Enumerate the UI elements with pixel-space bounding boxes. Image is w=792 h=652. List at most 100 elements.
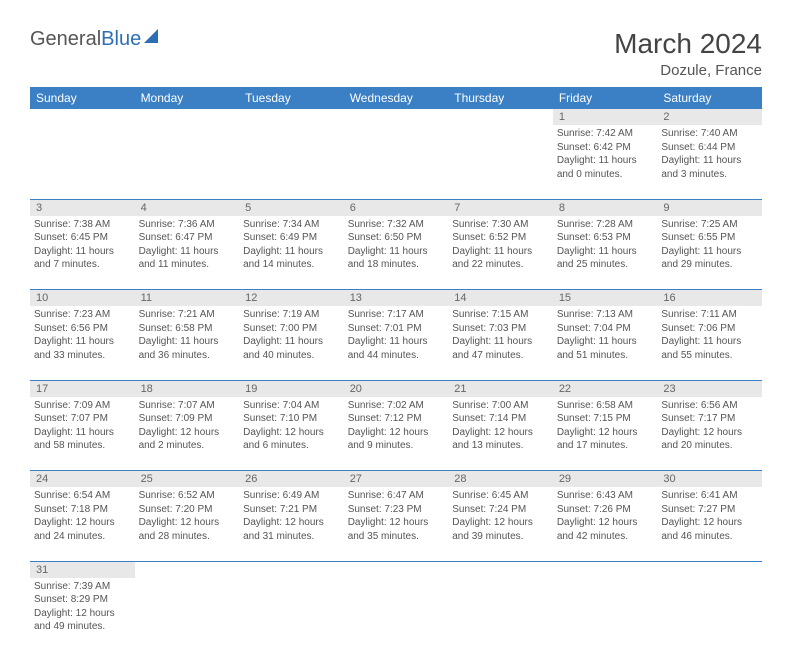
cell-line: Sunset: 6:52 PM bbox=[452, 231, 549, 245]
day-number-cell bbox=[448, 561, 553, 578]
cell-line: and 2 minutes. bbox=[139, 439, 236, 453]
cell-line: Sunset: 6:47 PM bbox=[139, 231, 236, 245]
day-cell: Sunrise: 6:49 AMSunset: 7:21 PMDaylight:… bbox=[239, 487, 344, 561]
cell-line: Daylight: 12 hours bbox=[34, 516, 131, 530]
cell-line: Sunrise: 6:47 AM bbox=[348, 489, 445, 503]
cell-line: Sunrise: 6:56 AM bbox=[661, 399, 758, 413]
day-cell: Sunrise: 7:42 AMSunset: 6:42 PMDaylight:… bbox=[553, 125, 658, 199]
cell-line: Sunrise: 7:42 AM bbox=[557, 127, 654, 141]
day-header: Friday bbox=[553, 87, 658, 109]
cell-line: and 22 minutes. bbox=[452, 258, 549, 272]
cell-line: Sunrise: 7:28 AM bbox=[557, 218, 654, 232]
cell-line: Sunset: 6:53 PM bbox=[557, 231, 654, 245]
cell-line: Sunrise: 7:07 AM bbox=[139, 399, 236, 413]
cell-line: Sunset: 6:50 PM bbox=[348, 231, 445, 245]
cell-line: and 20 minutes. bbox=[661, 439, 758, 453]
cell-line: Sunrise: 7:34 AM bbox=[243, 218, 340, 232]
cell-line: and 42 minutes. bbox=[557, 530, 654, 544]
day-number-cell: 9 bbox=[657, 199, 762, 216]
cell-line: Sunrise: 7:23 AM bbox=[34, 308, 131, 322]
cell-line: Sunrise: 6:49 AM bbox=[243, 489, 340, 503]
day-number-cell: 15 bbox=[553, 290, 658, 307]
day-number-cell: 25 bbox=[135, 471, 240, 488]
day-number-cell: 22 bbox=[553, 380, 658, 397]
day-cell: Sunrise: 6:41 AMSunset: 7:27 PMDaylight:… bbox=[657, 487, 762, 561]
day-number-cell: 3 bbox=[30, 199, 135, 216]
day-number-cell: 7 bbox=[448, 199, 553, 216]
cell-line: Daylight: 11 hours bbox=[557, 154, 654, 168]
location-label: Dozule, France bbox=[614, 62, 762, 79]
day-header: Thursday bbox=[448, 87, 553, 109]
day-number-cell: 30 bbox=[657, 471, 762, 488]
cell-line: Daylight: 12 hours bbox=[243, 426, 340, 440]
day-cell: Sunrise: 7:39 AMSunset: 8:29 PMDaylight:… bbox=[30, 578, 135, 652]
cell-line: Sunrise: 7:00 AM bbox=[452, 399, 549, 413]
cell-line: Sunset: 8:29 PM bbox=[34, 593, 131, 607]
cell-line: Sunset: 7:12 PM bbox=[348, 412, 445, 426]
cell-line: Daylight: 11 hours bbox=[139, 245, 236, 259]
cell-line: and 24 minutes. bbox=[34, 530, 131, 544]
day-cell bbox=[135, 578, 240, 652]
cell-line: Sunset: 6:49 PM bbox=[243, 231, 340, 245]
day-number-cell: 17 bbox=[30, 380, 135, 397]
day-cell: Sunrise: 7:23 AMSunset: 6:56 PMDaylight:… bbox=[30, 306, 135, 380]
cell-line: Sunset: 7:20 PM bbox=[139, 503, 236, 517]
day-cell: Sunrise: 6:54 AMSunset: 7:18 PMDaylight:… bbox=[30, 487, 135, 561]
calendar-table: Sunday Monday Tuesday Wednesday Thursday… bbox=[30, 87, 762, 652]
week-row: Sunrise: 7:39 AMSunset: 8:29 PMDaylight:… bbox=[30, 578, 762, 652]
cell-line: Sunset: 7:01 PM bbox=[348, 322, 445, 336]
cell-line: and 7 minutes. bbox=[34, 258, 131, 272]
day-cell: Sunrise: 7:09 AMSunset: 7:07 PMDaylight:… bbox=[30, 397, 135, 471]
day-cell: Sunrise: 7:00 AMSunset: 7:14 PMDaylight:… bbox=[448, 397, 553, 471]
cell-line: Sunset: 6:58 PM bbox=[139, 322, 236, 336]
cell-line: Sunset: 7:18 PM bbox=[34, 503, 131, 517]
day-cell bbox=[448, 578, 553, 652]
title-block: March 2024 Dozule, France bbox=[614, 28, 762, 79]
cell-line: Daylight: 11 hours bbox=[557, 335, 654, 349]
cell-line: Daylight: 11 hours bbox=[452, 245, 549, 259]
cell-line: and 11 minutes. bbox=[139, 258, 236, 272]
cell-line: and 44 minutes. bbox=[348, 349, 445, 363]
cell-line: and 40 minutes. bbox=[243, 349, 340, 363]
cell-line: Daylight: 12 hours bbox=[348, 516, 445, 530]
day-cell: Sunrise: 7:07 AMSunset: 7:09 PMDaylight:… bbox=[135, 397, 240, 471]
day-cell bbox=[239, 125, 344, 199]
week-row: Sunrise: 7:42 AMSunset: 6:42 PMDaylight:… bbox=[30, 125, 762, 199]
day-cell: Sunrise: 6:43 AMSunset: 7:26 PMDaylight:… bbox=[553, 487, 658, 561]
logo-text-2: Blue bbox=[101, 28, 141, 51]
week-row: Sunrise: 7:23 AMSunset: 6:56 PM Daylight:… bbox=[30, 306, 762, 380]
day-cell: Sunrise: 7:40 AMSunset: 6:44 PMDaylight:… bbox=[657, 125, 762, 199]
day-cell bbox=[344, 125, 449, 199]
header: GeneralBlue March 2024 Dozule, France bbox=[30, 28, 762, 79]
day-number-cell: 5 bbox=[239, 199, 344, 216]
day-number-cell: 13 bbox=[344, 290, 449, 307]
cell-line: Sunrise: 7:17 AM bbox=[348, 308, 445, 322]
day-header: Saturday bbox=[657, 87, 762, 109]
cell-line: and 17 minutes. bbox=[557, 439, 654, 453]
cell-line: and 46 minutes. bbox=[661, 530, 758, 544]
day-cell: Sunrise: 7:19 AMSunset: 7:00 PMDaylight:… bbox=[239, 306, 344, 380]
cell-line: Sunset: 7:14 PM bbox=[452, 412, 549, 426]
day-cell bbox=[135, 125, 240, 199]
cell-line: Daylight: 11 hours bbox=[452, 335, 549, 349]
day-number-cell: 26 bbox=[239, 471, 344, 488]
cell-line: Daylight: 11 hours bbox=[557, 245, 654, 259]
day-cell: Sunrise: 6:58 AMSunset: 7:15 PMDaylight:… bbox=[553, 397, 658, 471]
cell-line: Sunset: 6:42 PM bbox=[557, 141, 654, 155]
cell-line: and 47 minutes. bbox=[452, 349, 549, 363]
cell-line: Sunset: 7:17 PM bbox=[661, 412, 758, 426]
cell-line: Sunrise: 7:38 AM bbox=[34, 218, 131, 232]
day-number-cell: 28 bbox=[448, 471, 553, 488]
day-number-cell bbox=[135, 561, 240, 578]
cell-line: Sunrise: 6:54 AM bbox=[34, 489, 131, 503]
cell-line: and 39 minutes. bbox=[452, 530, 549, 544]
day-cell: Sunrise: 7:32 AMSunset: 6:50 PMDaylight:… bbox=[344, 216, 449, 290]
day-cell: Sunrise: 6:56 AMSunset: 7:17 PMDaylight:… bbox=[657, 397, 762, 471]
day-cell: Sunrise: 7:15 AMSunset: 7:03 PMDaylight:… bbox=[448, 306, 553, 380]
day-number-cell bbox=[657, 561, 762, 578]
cell-line: Sunrise: 7:21 AM bbox=[139, 308, 236, 322]
day-number-cell: 8 bbox=[553, 199, 658, 216]
cell-line: Sunrise: 6:58 AM bbox=[557, 399, 654, 413]
day-cell: Sunrise: 6:47 AMSunset: 7:23 PMDaylight:… bbox=[344, 487, 449, 561]
cell-line: Sunset: 6:56 PM bbox=[34, 322, 131, 336]
